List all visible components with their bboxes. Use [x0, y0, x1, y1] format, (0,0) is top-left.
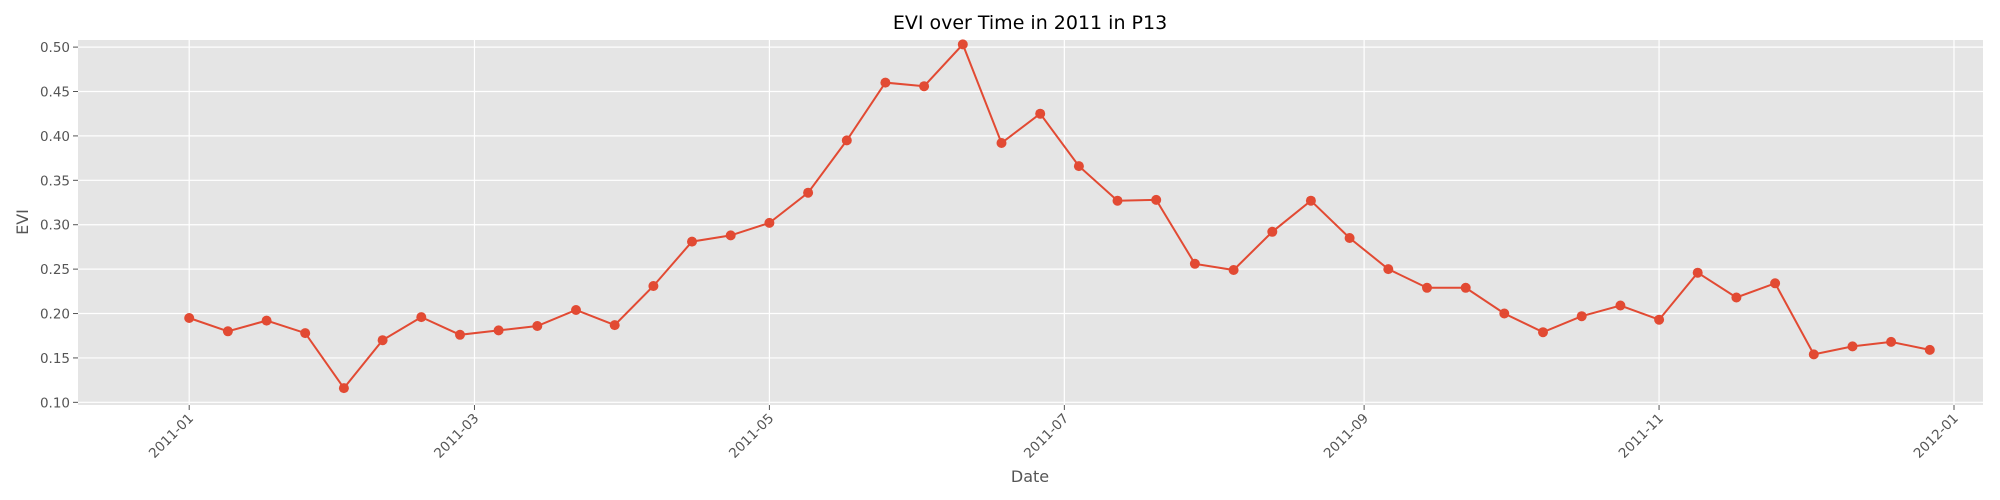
- data-point: [1770, 278, 1781, 289]
- y-tick-label: 0.50: [40, 40, 70, 56]
- data-point: [222, 326, 233, 337]
- data-point: [300, 328, 311, 339]
- x-tick-label: 2011-05: [726, 411, 777, 462]
- data-point: [1460, 282, 1471, 293]
- y-tick-label: 0.25: [40, 262, 70, 278]
- data-point: [609, 320, 620, 331]
- data-point: [571, 305, 581, 315]
- data-point: [880, 77, 891, 88]
- data-point: [1731, 292, 1742, 303]
- data-point: [1924, 344, 1935, 355]
- y-tick-label: 0.10: [40, 395, 70, 411]
- data-point: [725, 230, 736, 241]
- chart-title: EVI over Time in 2011 in P13: [893, 12, 1167, 34]
- x-axis-label: Date: [1011, 467, 1049, 486]
- data-point: [841, 135, 852, 146]
- y-tick-label: 0.15: [40, 351, 70, 367]
- data-point: [1151, 194, 1162, 205]
- y-tick-label: 0.30: [40, 218, 70, 234]
- grid: [78, 40, 1983, 405]
- x-tick-label: 2011-07: [1021, 411, 1072, 462]
- data-point: [1228, 265, 1239, 275]
- data-point: [764, 217, 775, 228]
- data-point: [1808, 349, 1819, 360]
- x-tick-label: 2011-03: [431, 411, 482, 462]
- data-point: [1847, 341, 1858, 352]
- data-point: [416, 312, 427, 323]
- data-point: [1305, 195, 1316, 206]
- data-point: [1538, 327, 1548, 338]
- data-point: [648, 281, 659, 291]
- data-point: [1073, 161, 1084, 172]
- data-point: [1383, 264, 1394, 275]
- y-tick-label: 0.40: [40, 129, 70, 145]
- data-point: [1112, 195, 1123, 206]
- x-tick-label: 2011-11: [1616, 411, 1667, 462]
- series-line: [188, 42, 1931, 390]
- y-tick-label: 0.45: [40, 85, 70, 101]
- y-axis: 0.10 0.15 0.20 0.25 0.30 0.35 0.40 0.45 0.50: [40, 40, 78, 411]
- data-point: [1576, 311, 1587, 322]
- data-point: [687, 236, 697, 247]
- data-point: [1344, 233, 1355, 243]
- data-point: [1422, 282, 1432, 293]
- plot-area: [78, 40, 1983, 405]
- data-point: [1189, 258, 1200, 269]
- y-tick-label: 0.20: [40, 307, 70, 323]
- data-point: [532, 321, 543, 331]
- data-point: [1886, 336, 1897, 347]
- x-tick-label: 2011-09: [1321, 411, 1372, 462]
- data-point: [919, 81, 930, 92]
- y-axis-label: EVI: [13, 209, 32, 235]
- data-point: [184, 313, 195, 323]
- data-point: [803, 187, 814, 198]
- data-point: [957, 39, 968, 50]
- data-point: [1035, 108, 1046, 119]
- data-point: [1615, 300, 1626, 311]
- x-tick-label: 2011-01: [146, 411, 197, 462]
- data-points: [184, 39, 1935, 394]
- data-point: [455, 329, 465, 340]
- data-point: [996, 138, 1007, 148]
- data-point: [338, 383, 349, 394]
- data-point: [261, 315, 272, 326]
- data-point: [1692, 267, 1703, 278]
- data-point: [1267, 226, 1278, 237]
- x-tick-label: 2012-01: [1911, 411, 1962, 462]
- data-point: [493, 325, 504, 336]
- data-point: [1499, 308, 1510, 319]
- x-axis: 2011-01 2011-03 2011-05 2011-07 2011-09 2011-…: [146, 405, 1962, 462]
- data-point: [1654, 314, 1665, 325]
- y-tick-label: 0.35: [40, 173, 70, 189]
- data-point: [377, 335, 388, 346]
